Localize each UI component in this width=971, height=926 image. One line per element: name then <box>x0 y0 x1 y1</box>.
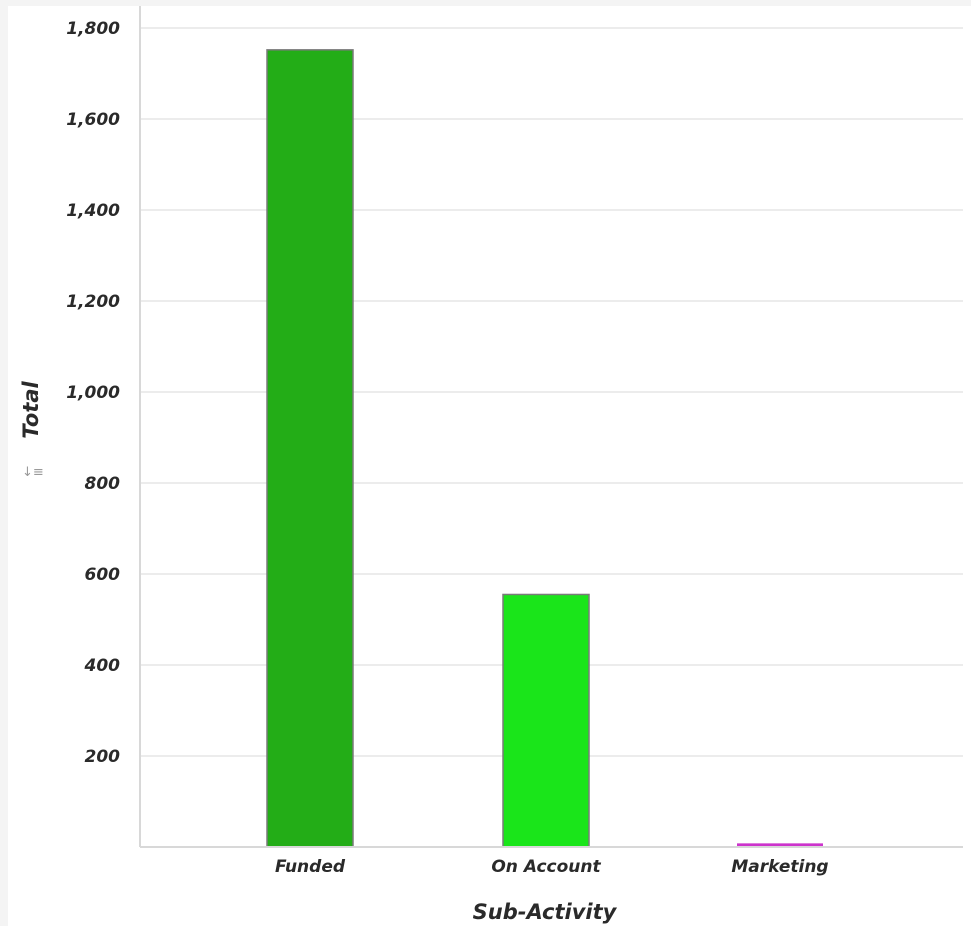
y-tick-label: 600 <box>85 565 121 585</box>
y-tick-label: 800 <box>85 474 121 494</box>
x-tick-labels: Funded On Account Marketing <box>275 857 829 877</box>
y-tick-label: 1,800 <box>66 19 120 39</box>
sort-icon[interactable]: ↓≡ <box>22 465 44 480</box>
bar-on-account[interactable] <box>502 593 590 848</box>
y-tick-label: 200 <box>85 747 121 767</box>
y-tick-label: 1,600 <box>66 110 120 130</box>
x-tick-label: Funded <box>275 857 346 877</box>
y-tick-label: 1,400 <box>66 201 120 221</box>
x-tick-label: On Account <box>491 857 601 877</box>
y-axis-title: Total <box>19 380 43 438</box>
x-axis-title: Sub-Activity <box>473 900 618 924</box>
y-tick-label: 1,000 <box>66 383 120 403</box>
bar-funded[interactable] <box>266 49 354 848</box>
chart-panel: 200 400 600 800 1,000 1,200 1,400 1,600 1,800 Fu… <box>8 6 971 926</box>
bar-marketing[interactable] <box>737 843 823 847</box>
y-tick-labels: 200 400 600 800 1,000 1,200 1,400 1,600 1,800 <box>66 19 120 767</box>
y-tick-label: 400 <box>84 656 121 676</box>
y-tick-label: 1,200 <box>66 292 120 312</box>
x-tick-label: Marketing <box>731 857 828 877</box>
bar-chart: 200 400 600 800 1,000 1,200 1,400 1,600 1,800 Fu… <box>19 6 963 924</box>
bars <box>266 49 823 848</box>
